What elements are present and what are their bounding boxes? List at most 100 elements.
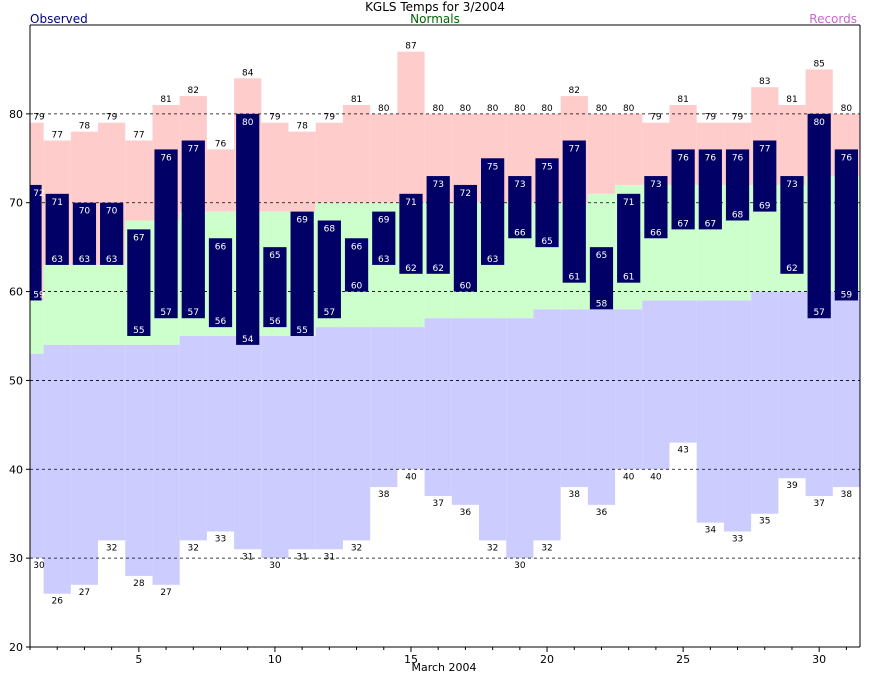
record-high-label: 78 <box>296 122 308 132</box>
record-high-band <box>206 149 235 212</box>
observed-bar <box>644 176 668 239</box>
normal-band <box>70 264 99 345</box>
observed-high-label: 75 <box>541 162 552 172</box>
record-low-band <box>30 353 44 559</box>
observed-low-label: 61 <box>623 273 634 283</box>
record-low-label: 38 <box>378 490 390 500</box>
observed-high-label: 77 <box>569 145 580 155</box>
record-low-label: 34 <box>705 526 717 536</box>
observed-bar <box>372 211 396 265</box>
record-low-band <box>615 309 643 470</box>
observed-low-label: 66 <box>650 228 662 238</box>
record-high-label: 80 <box>460 104 472 114</box>
record-low-band <box>723 300 752 532</box>
observed-bar <box>426 176 450 274</box>
record-low-label: 32 <box>106 543 117 553</box>
record-high-label: 79 <box>732 113 744 123</box>
observed-bar <box>30 184 42 301</box>
observed-bar <box>617 193 641 283</box>
y-tick-label: 40 <box>9 463 23 476</box>
record-high-label: 80 <box>623 104 635 114</box>
observed-low-label: 57 <box>160 308 171 318</box>
record-low-band <box>832 291 860 488</box>
observed-high-label: 73 <box>514 180 525 190</box>
observed-low-label: 57 <box>188 308 199 318</box>
record-low-label: 28 <box>133 579 145 589</box>
legend-records: Records <box>809 12 857 26</box>
y-tick-label: 80 <box>9 108 23 121</box>
observed-high-label: 69 <box>378 216 390 226</box>
record-high-label: 79 <box>705 113 717 123</box>
observed-low-label: 59 <box>841 290 853 300</box>
record-low-label: 31 <box>242 552 253 562</box>
record-low-band <box>288 336 316 550</box>
observed-high-label: 71 <box>405 198 416 208</box>
observed-bar <box>100 202 124 265</box>
record-low-label: 31 <box>296 552 307 562</box>
observed-bar <box>290 211 314 336</box>
record-high-band <box>315 122 343 203</box>
record-low-band <box>778 291 806 479</box>
record-low-band <box>234 336 262 550</box>
x-tick-label: 5 <box>135 653 142 666</box>
observed-low-label: 66 <box>514 228 526 238</box>
y-tick-label: 50 <box>9 374 23 387</box>
record-low-label: 40 <box>650 472 662 482</box>
observed-low-label: 54 <box>242 335 254 345</box>
observed-bar <box>236 113 260 345</box>
legend-normals: Normals <box>410 12 460 26</box>
record-high-band <box>342 104 371 203</box>
record-high-band <box>615 113 643 185</box>
observed-high-label: 66 <box>215 242 227 252</box>
record-high-label: 76 <box>215 139 227 149</box>
observed-low-label: 61 <box>569 273 580 283</box>
record-low-label: 43 <box>677 446 688 456</box>
record-high-band <box>397 51 425 203</box>
y-tick-label: 60 <box>9 286 23 299</box>
observed-low-label: 63 <box>79 255 90 265</box>
observed-low-label: 60 <box>460 282 472 292</box>
record-high-label: 79 <box>324 113 336 123</box>
record-high-label: 77 <box>51 131 62 141</box>
observed-bar <box>127 229 151 336</box>
record-low-band <box>805 291 833 496</box>
observed-high-label: 66 <box>351 242 363 252</box>
record-low-label: 30 <box>514 561 526 571</box>
x-tick-label: 10 <box>268 653 282 666</box>
record-low-label: 35 <box>759 517 770 527</box>
record-high-band <box>288 131 316 212</box>
record-low-label: 27 <box>79 588 90 598</box>
record-low-label: 36 <box>460 508 472 518</box>
observed-high-label: 72 <box>460 189 471 199</box>
observed-high-label: 67 <box>133 233 144 243</box>
range-fills <box>30 51 860 594</box>
record-high-band <box>587 113 616 194</box>
record-high-label: 80 <box>596 104 608 114</box>
record-low-band <box>751 291 779 514</box>
record-low-band <box>696 300 724 523</box>
record-high-band <box>370 113 398 203</box>
normal-band <box>43 264 71 345</box>
record-high-label: 81 <box>677 95 688 105</box>
value-labels: 79 30 72 59 77 26 71 63 78 27 70 63 79 32 70 63 77 28 67 55… <box>33 42 852 607</box>
record-low-band <box>397 327 425 470</box>
record-high-label: 80 <box>378 104 390 114</box>
observed-bar <box>562 140 586 283</box>
observed-bar <box>780 176 804 274</box>
record-high-band <box>125 140 153 221</box>
y-tick-label: 30 <box>9 552 23 565</box>
observed-high-label: 80 <box>242 118 254 128</box>
observed-high-label: 72 <box>33 189 44 199</box>
record-low-band <box>424 318 452 496</box>
observed-bar <box>344 238 369 292</box>
observed-high-label: 68 <box>324 224 336 234</box>
observed-high-label: 76 <box>677 153 689 163</box>
record-low-band <box>98 344 126 541</box>
axes: 20 30 40 50 60 70 80 5 10 15 20 25 30 <box>9 24 861 666</box>
record-low-band <box>152 344 180 585</box>
record-low-band <box>125 344 153 576</box>
observed-high-label: 71 <box>51 198 62 208</box>
observed-low-label: 58 <box>596 299 608 309</box>
record-high-label: 78 <box>79 122 91 132</box>
x-tick-label: 20 <box>540 653 554 666</box>
